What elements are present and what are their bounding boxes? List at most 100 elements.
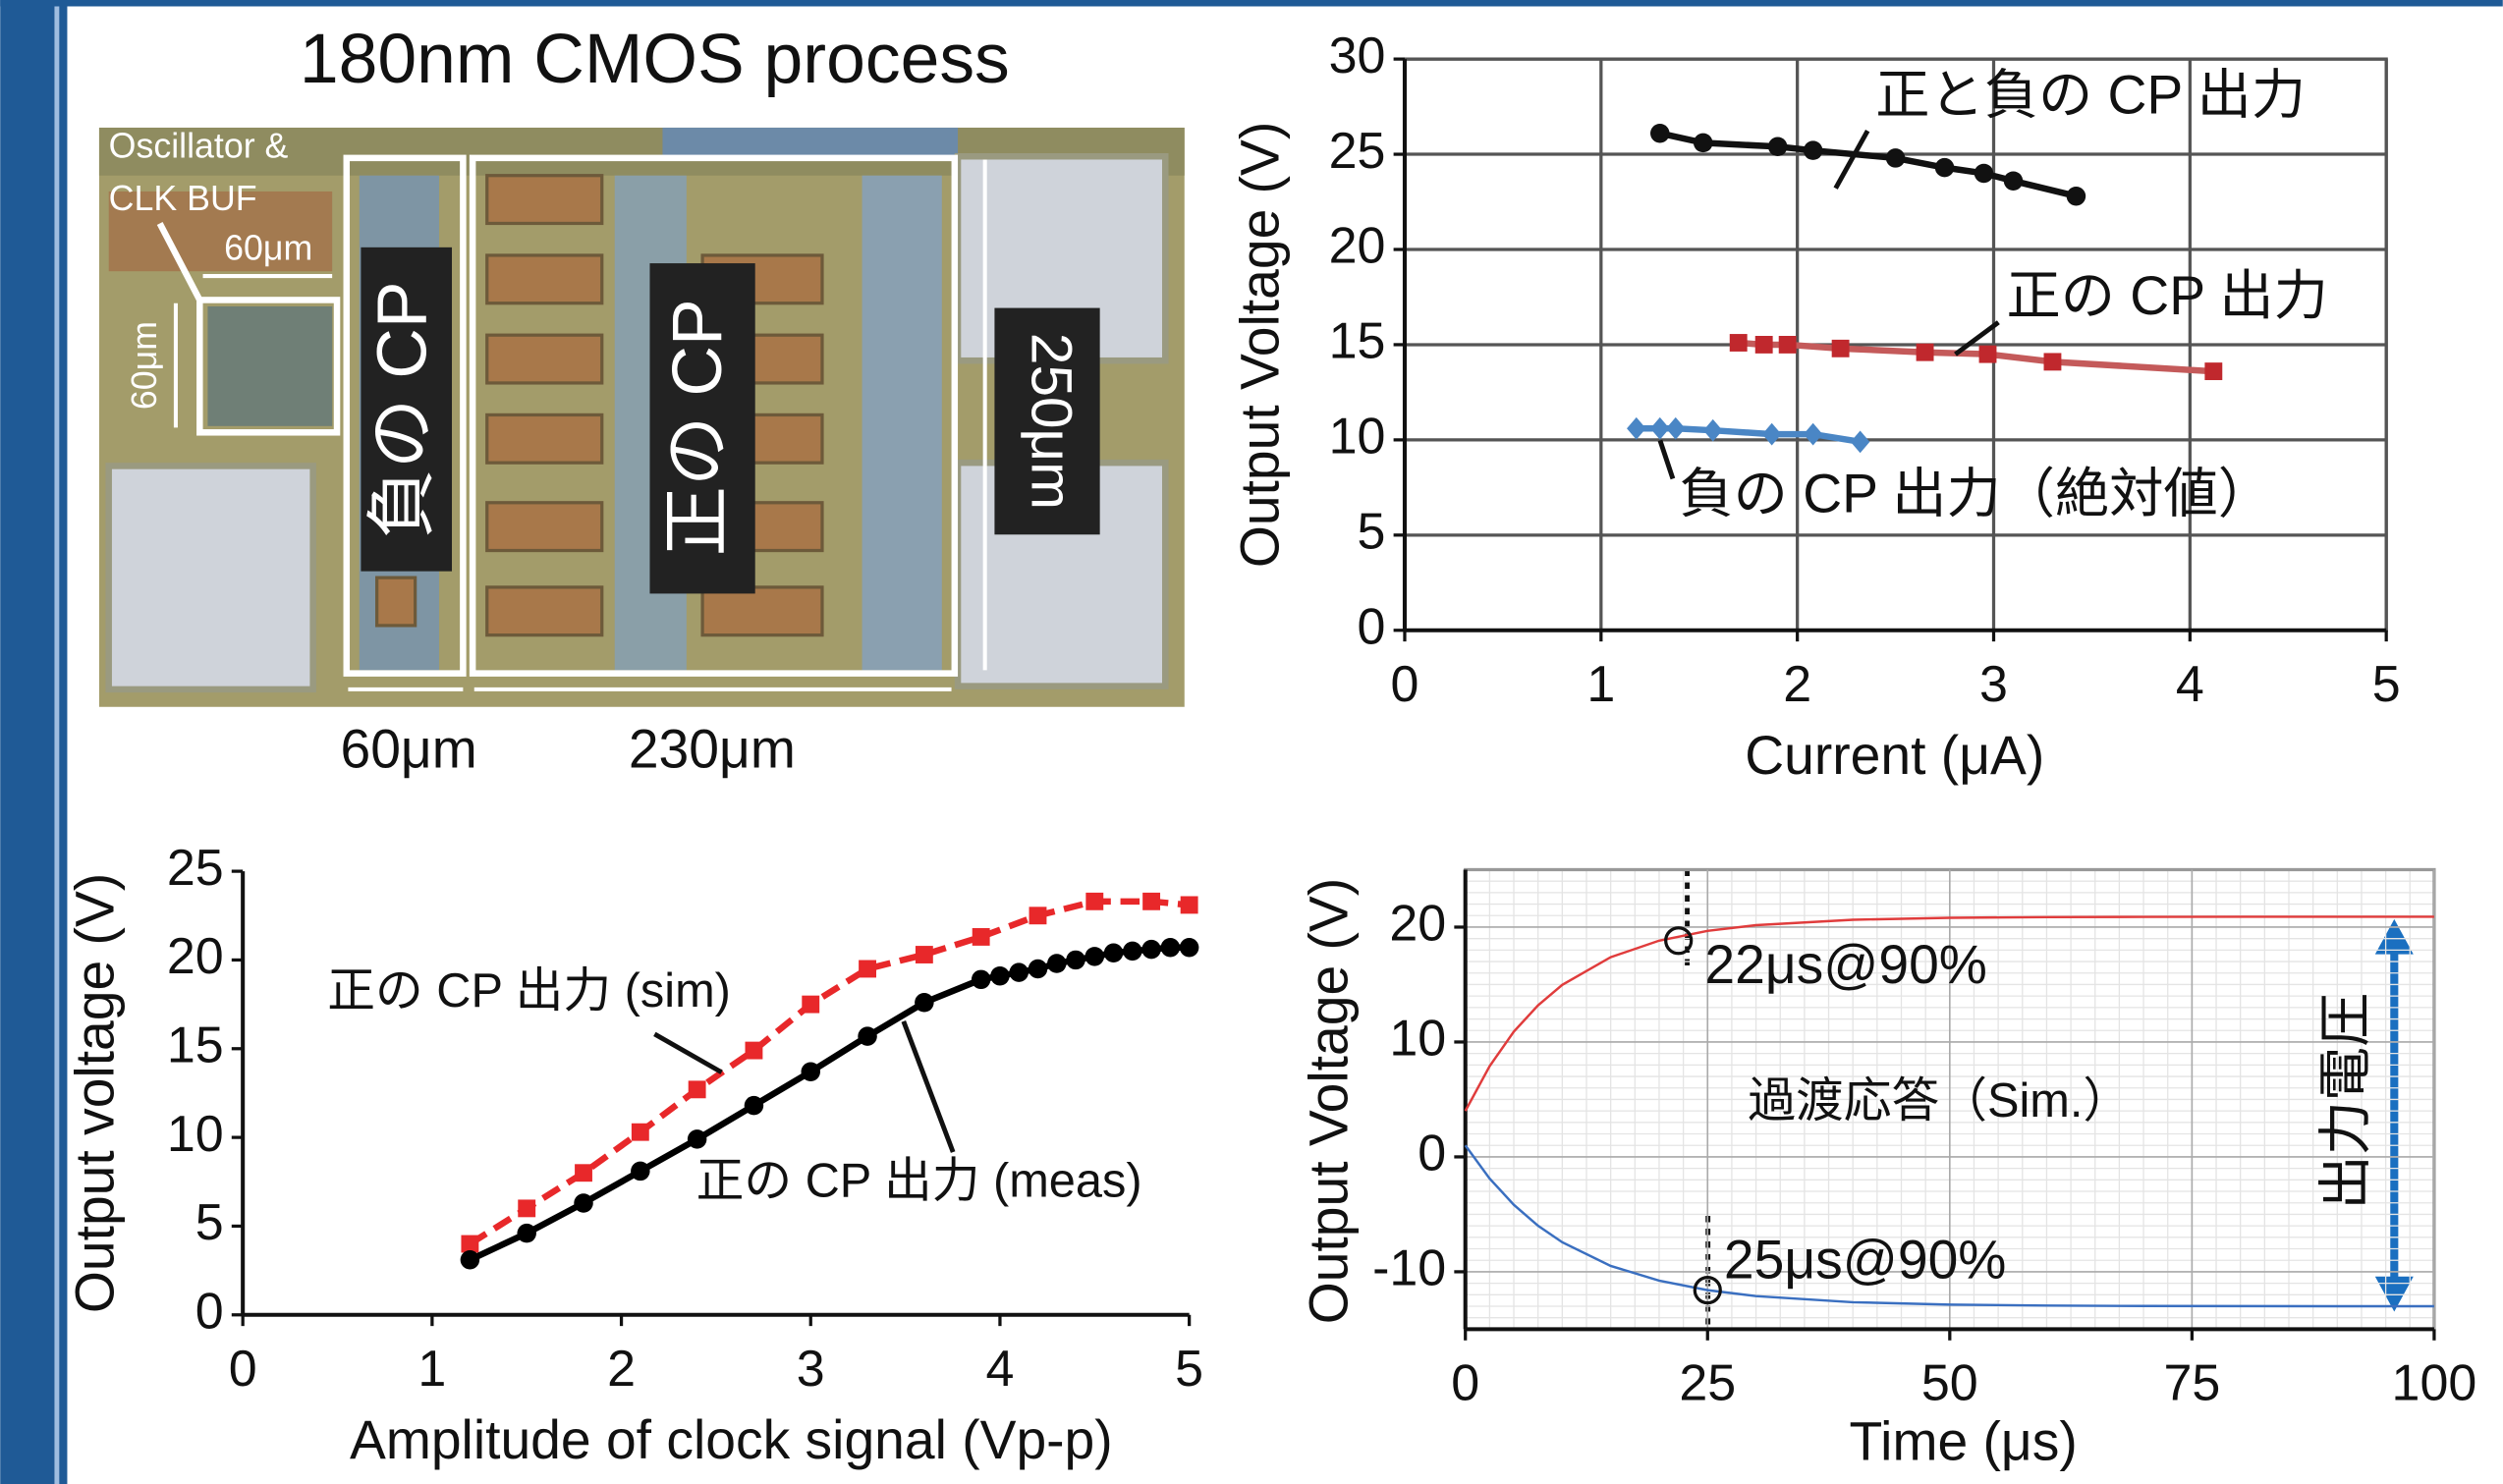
die-dimension: 230μm	[629, 718, 796, 779]
y-tick-label: 30	[1329, 27, 1386, 84]
point	[2044, 353, 2062, 370]
capacitor	[487, 503, 602, 551]
x-tick-label: 100	[2392, 1355, 2477, 1412]
top-stripe	[0, 0, 2503, 6]
die-label: 250μm	[1020, 333, 1084, 510]
point	[1979, 346, 1997, 363]
x-tick-label: 2	[607, 1341, 636, 1398]
point	[972, 970, 990, 989]
point	[2004, 171, 2023, 190]
die-dimension: 60μm	[341, 718, 477, 779]
y-tick-label: 0	[195, 1284, 224, 1341]
figure: 180nm CMOS process	[0, 0, 2503, 1484]
point	[518, 1199, 535, 1217]
point	[1768, 137, 1787, 156]
y-tick-label: 10	[1329, 409, 1386, 466]
point	[1066, 951, 1085, 969]
point	[1029, 960, 1047, 978]
point	[461, 1250, 479, 1269]
point	[1085, 893, 1103, 910]
y-tick-label: 25	[1329, 123, 1386, 180]
point	[1029, 907, 1047, 924]
capacitor	[377, 577, 416, 626]
point	[1047, 954, 1066, 972]
point	[632, 1124, 649, 1141]
point	[745, 1096, 763, 1115]
point	[1935, 158, 1954, 177]
point	[1141, 940, 1160, 959]
point	[1886, 148, 1905, 167]
die-label: 正の CP	[658, 299, 737, 556]
point	[1123, 942, 1141, 961]
y-tick-label: 10	[167, 1106, 224, 1163]
x-axis-label: Current (μA)	[1745, 725, 2044, 786]
series-label: 負の CP 出力（絶対値）	[1679, 464, 2272, 524]
x-tick-label: 5	[2372, 656, 2401, 713]
x-tick-label: 50	[1921, 1355, 1978, 1412]
point	[1161, 938, 1180, 957]
point	[1975, 164, 1993, 183]
y-tick-label: 5	[195, 1194, 224, 1251]
y-tick-label: 15	[1329, 313, 1386, 370]
point	[1142, 893, 1160, 910]
x-tick-label: 75	[2163, 1355, 2220, 1412]
x-tick-label: 4	[985, 1341, 1014, 1398]
die-label: 負の CP	[362, 282, 441, 539]
point	[1694, 134, 1712, 152]
y-axis-label: Output voltage (V)	[65, 873, 126, 1313]
x-tick-label: 4	[2176, 656, 2204, 713]
y-axis-label: Output Voltage (V)	[1230, 122, 1291, 568]
y-tick-label: 15	[167, 1017, 224, 1074]
point	[688, 1129, 706, 1148]
y-tick-label: 25	[167, 840, 224, 897]
x-tick-label: 0	[1451, 1355, 1479, 1412]
capacitor	[487, 176, 602, 224]
figure-title: 180nm CMOS process	[300, 20, 1010, 98]
y-tick-label: -10	[1372, 1240, 1446, 1297]
y-tick-label: 5	[1358, 504, 1386, 561]
die-label: 60μm	[224, 229, 312, 268]
side-stripe-line	[54, 0, 59, 1484]
x-tick-label: 3	[1979, 656, 2008, 713]
point	[461, 1236, 478, 1253]
point	[1804, 140, 1822, 159]
annotation: 出力電圧	[2314, 993, 2375, 1210]
y-tick-label: 20	[1329, 218, 1386, 275]
point	[1650, 124, 1669, 142]
die-label: 60μm	[125, 321, 164, 410]
x-tick-label: 1	[417, 1341, 446, 1398]
point	[689, 1080, 706, 1098]
point	[746, 1042, 763, 1060]
die-label: Oscillator &	[109, 127, 289, 166]
point	[802, 1063, 820, 1081]
y-tick-label: 0	[1358, 599, 1386, 656]
die-label: CLK BUF	[109, 179, 257, 218]
annotation: 22μs@90%	[1704, 934, 1987, 995]
capacitor	[487, 414, 602, 463]
die-strip	[862, 176, 942, 671]
x-tick-label: 2	[1783, 656, 1811, 713]
point	[1104, 943, 1123, 962]
x-tick-label: 1	[1586, 656, 1615, 713]
point	[990, 966, 1009, 985]
point	[517, 1224, 535, 1242]
point	[1832, 340, 1850, 357]
x-tick-label: 5	[1175, 1341, 1203, 1398]
capacitor	[487, 255, 602, 303]
point	[859, 961, 876, 978]
die-photo: Oscillator & CLK BUF 60μm 60μm 負の CP 正の …	[99, 127, 1185, 780]
point	[802, 996, 819, 1014]
point	[1755, 336, 1773, 354]
capacitor	[702, 587, 822, 635]
x-tick-label: 3	[797, 1341, 825, 1398]
point	[858, 1026, 876, 1045]
point	[2204, 362, 2222, 380]
capacitor	[487, 587, 602, 635]
x-tick-label: 25	[1679, 1355, 1736, 1412]
y-tick-label: 20	[167, 928, 224, 985]
series-label: 正の CP 出力	[2006, 265, 2327, 326]
series-label: 正と負の CP 出力	[1875, 64, 2306, 125]
y-tick-label: 20	[1389, 896, 1446, 953]
point	[1009, 962, 1028, 981]
point	[1779, 336, 1797, 354]
